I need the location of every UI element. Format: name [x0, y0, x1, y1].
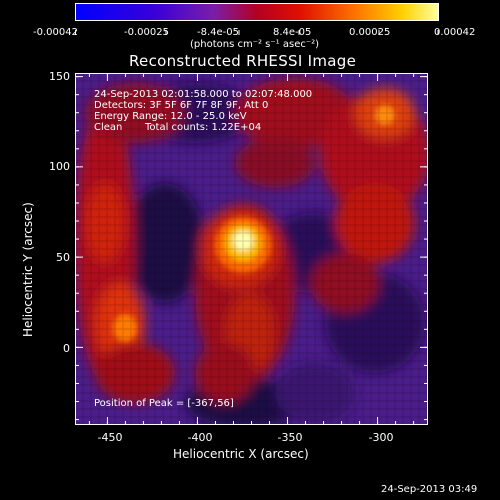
info-method: Clean [94, 122, 123, 133]
y-tick-label: 50 [56, 251, 70, 264]
rhessi-image [75, 73, 428, 425]
y-axis-title: Heliocentric Y (arcsec) [21, 202, 35, 337]
colorbar-tick-label: 0.00042 [434, 27, 476, 38]
info-time-range: 24-Sep-2013 02:01:58.000 to 02:07:48.000 [94, 89, 313, 100]
colorbar-gradient [75, 3, 439, 21]
colorbar-tick-label: -0.00025 [124, 27, 169, 38]
footer-timestamp: 24-Sep-2013 03:49 [381, 484, 478, 495]
x-tick-label: -400 [187, 431, 213, 444]
y-tick-label: 150 [49, 70, 70, 83]
x-tick-label: -450 [97, 431, 123, 444]
info-counts: Total counts: 1.22E+04 [145, 122, 262, 133]
peak-position: Position of Peak = [-367,56] [94, 398, 234, 409]
colorbar-tick-label: 8.4e-05 [273, 27, 312, 38]
y-tick-label: 100 [49, 160, 70, 173]
colorbar-units: (photons cm⁻² s⁻¹ asec⁻²) [190, 39, 320, 50]
x-axis-title: Heliocentric X (arcsec) [173, 447, 309, 461]
colorbar [75, 3, 439, 21]
y-tick-label: 0 [63, 342, 70, 355]
info-energy: Energy Range: 12.0 - 25.0 keV [94, 111, 247, 122]
colorbar-tick-label: -0.00042 [33, 27, 78, 38]
info-detectors: Detectors: 3F 5F 6F 7F 8F 9F, Att 0 [94, 100, 269, 111]
colorbar-tick-label: 0.00025 [349, 27, 391, 38]
pixel-grid [75, 73, 428, 425]
x-tick-label: -350 [277, 431, 303, 444]
colorbar-tick-label: -8.4e-05 [197, 27, 239, 38]
axis-ticks [75, 73, 428, 425]
plot-title: Reconstructed RHESSI Image [129, 52, 357, 70]
colorbar-ticks [75, 21, 439, 35]
x-tick-label: -300 [368, 431, 394, 444]
